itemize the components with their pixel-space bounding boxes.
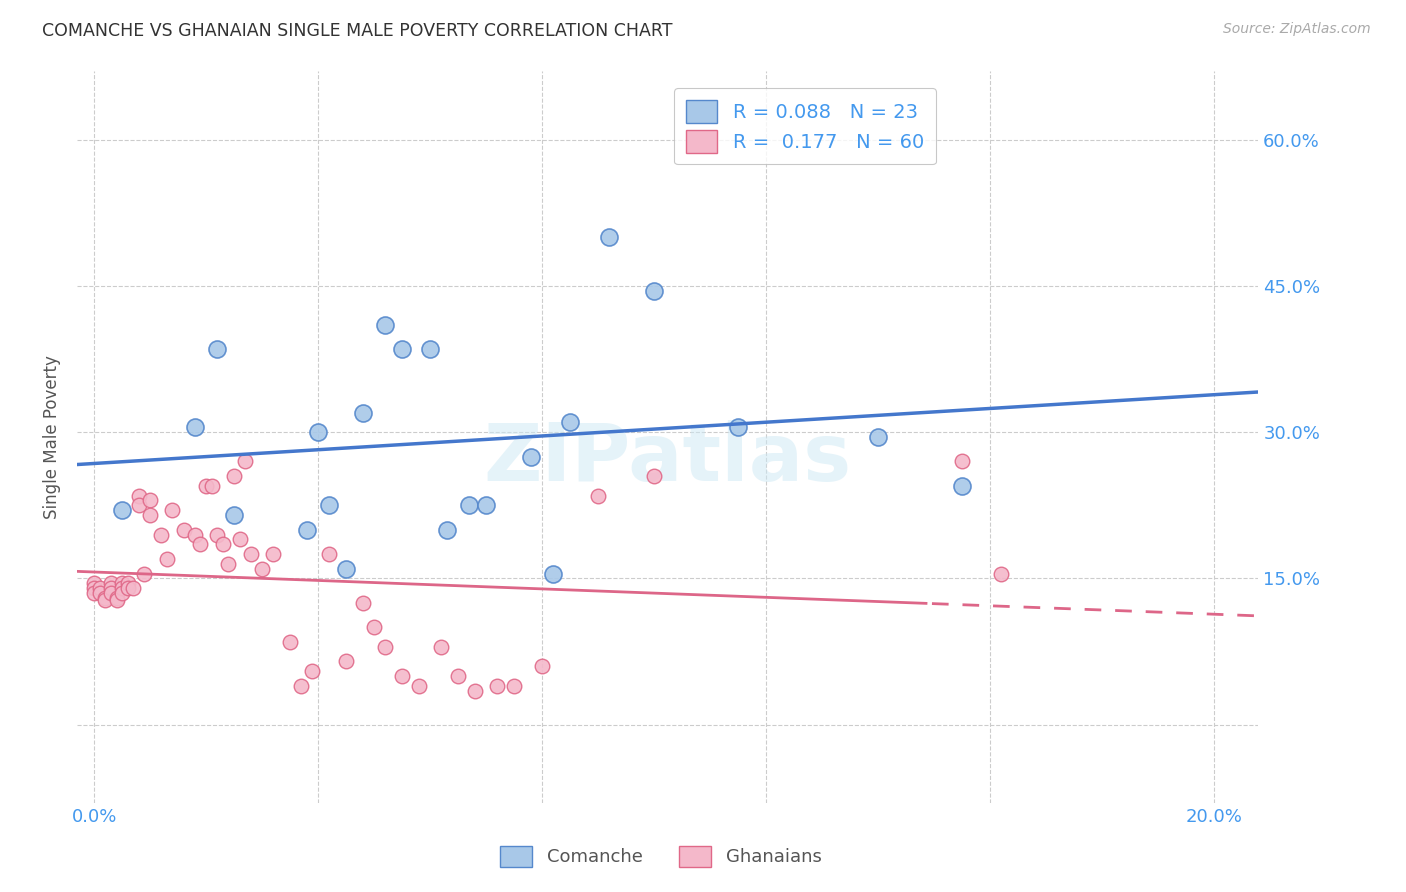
Point	[318, 547, 340, 561]
Point	[262, 547, 284, 561]
Point	[111, 576, 134, 591]
Point	[195, 479, 218, 493]
Point	[105, 593, 128, 607]
Point	[519, 450, 541, 464]
Point	[111, 503, 134, 517]
Point	[139, 508, 162, 522]
Point	[475, 499, 498, 513]
Point	[94, 593, 117, 607]
Point	[374, 318, 396, 332]
Point	[173, 523, 195, 537]
Point	[212, 537, 235, 551]
Point	[318, 499, 340, 513]
Point	[150, 527, 173, 541]
Point	[89, 586, 111, 600]
Point	[111, 581, 134, 595]
Point	[122, 581, 145, 595]
Point	[100, 576, 122, 591]
Point	[486, 679, 509, 693]
Legend: R = 0.088   N = 23, R =  0.177   N = 60: R = 0.088 N = 23, R = 0.177 N = 60	[675, 88, 935, 164]
Point	[162, 503, 184, 517]
Point	[391, 669, 413, 683]
Point	[530, 659, 553, 673]
Point	[117, 581, 139, 595]
Point	[156, 552, 179, 566]
Point	[352, 406, 374, 420]
Text: COMANCHE VS GHANAIAN SINGLE MALE POVERTY CORRELATION CHART: COMANCHE VS GHANAIAN SINGLE MALE POVERTY…	[42, 22, 672, 40]
Point	[100, 586, 122, 600]
Point	[278, 635, 301, 649]
Point	[643, 284, 665, 298]
Legend: Comanche, Ghanaians: Comanche, Ghanaians	[492, 838, 830, 874]
Point	[139, 493, 162, 508]
Point	[419, 343, 441, 357]
Text: ZIPatlas: ZIPatlas	[484, 420, 852, 498]
Point	[111, 586, 134, 600]
Point	[643, 469, 665, 483]
Point	[94, 591, 117, 605]
Point	[207, 527, 229, 541]
Point	[950, 479, 973, 493]
Point	[558, 416, 581, 430]
Point	[727, 420, 749, 434]
Point	[222, 469, 245, 483]
Point	[184, 420, 207, 434]
Point	[89, 581, 111, 595]
Point	[464, 683, 486, 698]
Point	[128, 489, 150, 503]
Point	[374, 640, 396, 654]
Point	[239, 547, 262, 561]
Point	[105, 591, 128, 605]
Point	[100, 581, 122, 595]
Point	[335, 654, 357, 668]
Point	[866, 430, 889, 444]
Point	[83, 586, 105, 600]
Point	[207, 343, 229, 357]
Point	[117, 576, 139, 591]
Point	[363, 620, 385, 634]
Point	[436, 523, 458, 537]
Text: Source: ZipAtlas.com: Source: ZipAtlas.com	[1223, 22, 1371, 37]
Point	[391, 343, 413, 357]
Point	[233, 454, 256, 468]
Point	[408, 679, 430, 693]
Y-axis label: Single Male Poverty: Single Male Poverty	[44, 355, 62, 519]
Point	[335, 562, 357, 576]
Point	[307, 425, 329, 440]
Point	[190, 537, 212, 551]
Point	[228, 533, 250, 547]
Point	[83, 576, 105, 591]
Point	[430, 640, 453, 654]
Point	[295, 523, 318, 537]
Point	[290, 679, 312, 693]
Point	[586, 489, 609, 503]
Point	[128, 499, 150, 513]
Point	[217, 557, 239, 571]
Point	[222, 508, 245, 522]
Point	[598, 230, 620, 244]
Point	[541, 566, 564, 581]
Point	[352, 596, 374, 610]
Point	[134, 566, 156, 581]
Point	[83, 581, 105, 595]
Point	[950, 454, 973, 468]
Point	[301, 664, 323, 678]
Point	[458, 499, 481, 513]
Point	[503, 679, 526, 693]
Point	[990, 566, 1012, 581]
Point	[447, 669, 470, 683]
Point	[184, 527, 207, 541]
Point	[250, 562, 273, 576]
Point	[201, 479, 224, 493]
